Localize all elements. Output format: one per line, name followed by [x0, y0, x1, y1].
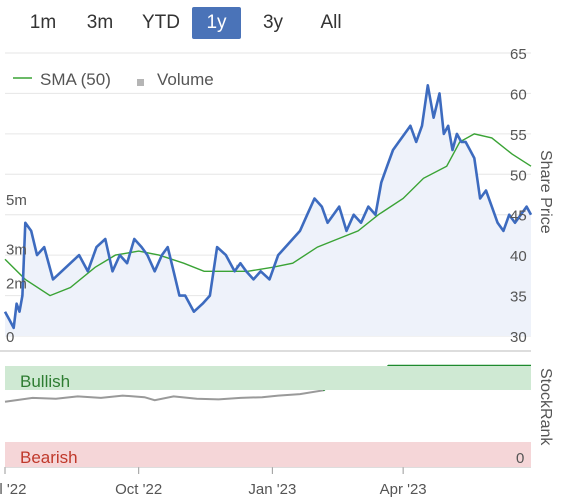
range-selector: 1m 3m YTD 1y 3y All	[0, 7, 400, 39]
volume-legend-label[interactable]: Volume	[157, 70, 214, 89]
bearish-band	[5, 442, 531, 467]
x-tick-label: Apr '23	[380, 481, 427, 497]
bullish-band	[5, 366, 531, 390]
price-tick-label: 65	[510, 46, 527, 63]
volume-tick-label: 0	[6, 329, 14, 346]
price-tick-label: 40	[510, 248, 527, 265]
price-tick-label: 35	[510, 289, 527, 306]
bullish-label: Bullish	[20, 372, 70, 391]
x-tick-label: Oct '22	[115, 481, 162, 497]
sma-line	[4, 133, 532, 297]
range-all-button[interactable]: All	[320, 12, 342, 33]
sma-legend-label[interactable]: SMA (50)	[40, 70, 111, 89]
range-3y-button[interactable]: 3y	[262, 12, 284, 33]
x-tick-label: Jan '23	[248, 481, 296, 497]
stockrank-axis-title: StockRank	[537, 368, 554, 446]
range-1y-button[interactable]: 1y	[192, 7, 241, 39]
volume-legend-swatch	[137, 79, 144, 86]
price-line	[3, 84, 533, 330]
stockrank-zero-label: 0	[516, 450, 524, 467]
price-area-fill	[5, 85, 531, 336]
price-tick-label: 55	[510, 127, 527, 144]
price-tick-label: 50	[510, 167, 527, 184]
range-ytd-button[interactable]: YTD	[142, 12, 180, 33]
price-tick-label: 30	[510, 329, 527, 346]
price-tick-label: 45	[510, 208, 527, 225]
volume-tick-label: 2m	[6, 276, 27, 293]
bearish-label: Bearish	[20, 448, 78, 467]
x-tick-label: Jul '22	[0, 481, 26, 497]
share-price-axis-title: Share Price	[537, 150, 554, 234]
volume-tick-label: 5m	[6, 192, 27, 209]
range-3m-button[interactable]: 3m	[86, 12, 114, 33]
range-1m-button[interactable]: 1m	[29, 12, 57, 33]
volume-tick-label: 3m	[6, 241, 27, 258]
price-tick-label: 60	[510, 86, 527, 103]
stockrank-line-neutral	[4, 380, 335, 403]
